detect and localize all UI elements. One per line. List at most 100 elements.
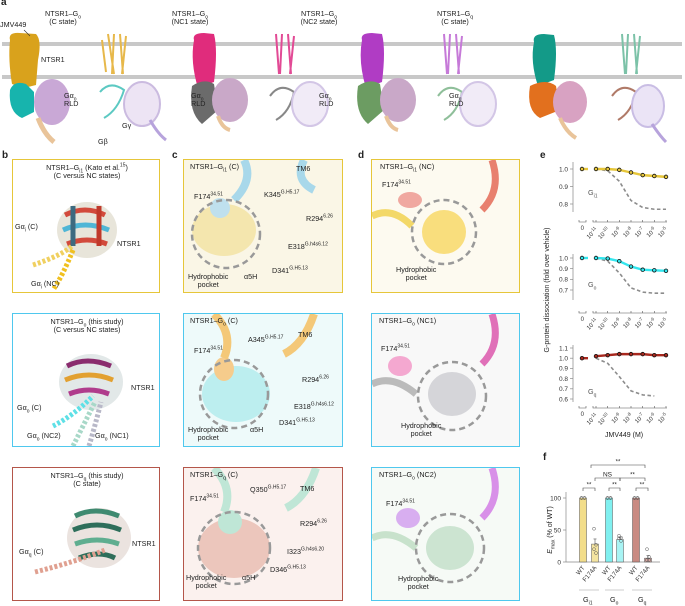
title-rest: (NC)	[417, 162, 435, 171]
label-text: G	[610, 595, 616, 604]
galpha-nc-label: Gαi (NC)	[31, 279, 59, 290]
residue-name: R294	[302, 375, 320, 384]
residue-number: 6.26	[323, 213, 333, 220]
structure-title-3: NTSR1–Go (NC2 state)	[301, 10, 338, 26]
e-x-axis-segment-log	[592, 220, 667, 223]
panel-d-title: NTSR1–Go (NC2)	[379, 470, 436, 482]
e-data-point	[663, 174, 669, 180]
rld-label-3: Gαo RLD	[319, 92, 333, 108]
rld-label-4: Gαq RLD	[449, 92, 463, 108]
f-bar	[579, 497, 587, 563]
residue-label: R2946.26	[300, 519, 327, 528]
ggamma-label: Gγ	[122, 121, 132, 130]
title-sub: o	[412, 475, 415, 482]
e-x-tick-label: 0	[581, 226, 585, 232]
f-sig-bracket-gi1-label: **	[587, 483, 592, 489]
pocket-text-2: pocket	[195, 580, 217, 590]
pocket-gi1-nc-image	[372, 160, 519, 292]
label-text: Gα	[17, 403, 27, 412]
f-sig-bracket-gq-label: **	[640, 483, 645, 489]
f-data-point	[579, 496, 584, 500]
title-text: NTSR1–G	[46, 163, 80, 172]
e-y-tick-label: 0.8	[559, 277, 568, 284]
f-data-point	[645, 547, 649, 551]
label-text: Gα	[95, 431, 105, 440]
residue-name: R294	[306, 214, 324, 223]
panel-letter-d: d	[358, 150, 365, 161]
f-bar	[644, 557, 652, 563]
pocket-go-nc1-image	[372, 314, 519, 446]
f-data-point	[594, 551, 598, 555]
residue-number: G.H5.17	[264, 334, 284, 341]
tm6-label: TM6	[298, 330, 313, 339]
e-data-point	[617, 167, 622, 173]
residue-name: A345	[248, 335, 265, 344]
title-text: NTSR1–G	[379, 470, 413, 479]
e-data-point	[652, 173, 657, 179]
e-data-point	[652, 268, 657, 273]
e-x-tick-label: 10-5	[656, 411, 670, 425]
e-x-tick-label: 10-10	[596, 316, 612, 332]
label-rest: (C)	[31, 547, 44, 556]
cryoem-map-go-nc1	[191, 33, 248, 132]
rld-label-1: Gαo RLD	[64, 92, 78, 108]
e-x-tick-label: 10-10	[596, 225, 612, 241]
rld-text: Gα	[319, 91, 329, 100]
e-data-point	[640, 267, 645, 272]
residue-number: 34.51	[210, 191, 223, 198]
panel-b-title: NTSR1–Gi1 (Kato et al.15) (C versus NC st…	[46, 163, 128, 180]
panel-d-go-nc2: NTSR1–Go (NC2) F17434.51 Hydrophobic pock…	[371, 467, 520, 601]
e-x-tick-label: 10-11	[584, 411, 599, 426]
rld-text-2: RLD	[64, 98, 79, 108]
residue-name: F174	[381, 344, 398, 353]
f-sig-bracket-go-gq-mutant-label: **	[630, 473, 635, 479]
residue-number: G.H5.17	[280, 189, 300, 196]
residue-name: D341	[279, 418, 297, 427]
label-sub: i1	[588, 600, 593, 606]
panel-b-go: NTSR1–G o (this study) (C versus NC states…	[12, 313, 160, 447]
residue-number: 34.51	[210, 345, 223, 352]
f-data-point	[582, 496, 587, 500]
title-text: NTSR1–G	[172, 9, 206, 18]
panel-c-title: NTSR1–Gi1 (C)	[190, 163, 239, 173]
e-x-tick-label: 10-9	[609, 316, 623, 330]
galpha-c-label: Gαq (C)	[19, 547, 44, 558]
panel-b-gi1: NTSR1–Gi1 (Kato et al.15) (C versus NC st…	[12, 159, 160, 293]
f-data-point	[619, 535, 623, 540]
residue-number: 34.51	[398, 179, 411, 186]
f-data-point	[608, 496, 613, 500]
label-text: G	[638, 595, 644, 604]
panel-letter-e: e	[540, 150, 546, 161]
e-reference-curve	[595, 257, 666, 295]
structure-gq-image	[34, 508, 131, 575]
title-text: NTSR1–G	[437, 9, 471, 18]
pocket-text-2: pocket	[197, 279, 219, 289]
f-bar	[616, 539, 624, 563]
residue-label: F17434.51	[382, 179, 411, 189]
e-x-tick-label: 10-9	[609, 411, 623, 425]
residue-label: F17434.51	[381, 344, 410, 353]
galpha-c-label: Gαi (C)	[15, 223, 38, 233]
gbeta-label: Gβ	[98, 137, 108, 146]
panel-letter-a: a	[1, 0, 7, 8]
binding-site-gq-image	[184, 468, 342, 600]
e-data-point	[593, 166, 599, 172]
title-state: (C state)	[441, 16, 469, 26]
residue-name: F174	[190, 494, 207, 503]
pocket-label: Hydrophobic pocket	[398, 575, 438, 591]
panel-c-gi1: NTSR1–Gi1 (C) TM6 F17434.51 K345G.H5.17 …	[183, 159, 343, 293]
pocket-text-2: pocket	[407, 581, 429, 591]
e-x-tick-label: 0	[581, 317, 585, 323]
residue-label: F17434.51	[194, 191, 223, 201]
title-text: NTSR1–G	[190, 316, 224, 325]
receptor-label: NTSR1	[117, 239, 141, 248]
e-x-axis-segment-zero	[578, 220, 587, 223]
label-sub: max	[550, 539, 557, 550]
label-text: Gα	[31, 279, 41, 288]
e-data-point	[628, 264, 634, 269]
residue-label: K345G.H5.17	[264, 189, 300, 199]
panel-b-title: NTSR1–Gq (this study) (C state)	[50, 472, 123, 488]
residue-name: Q350	[250, 485, 268, 494]
residue-number: G.H5.13	[287, 564, 306, 571]
e-x-tick-label: 10-11	[584, 316, 599, 331]
